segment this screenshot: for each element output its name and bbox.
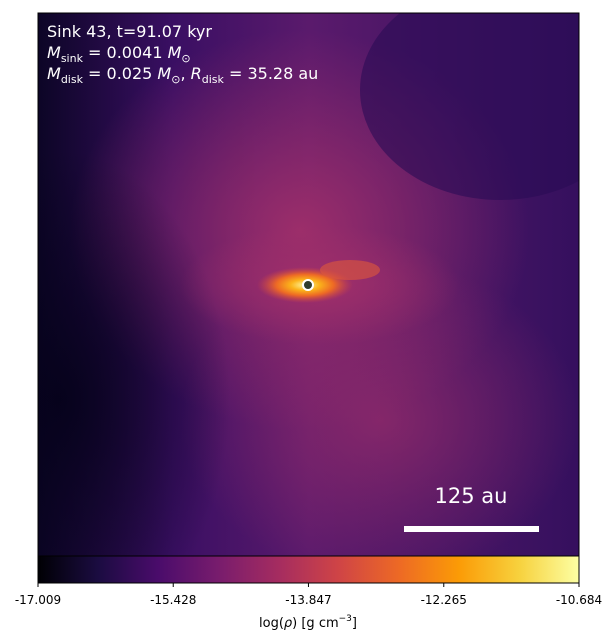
tick-label: -13.847 [285, 593, 331, 607]
tick-label: -10.684 [556, 593, 602, 607]
tick-label: -15.428 [150, 593, 196, 607]
colorbar-label: log(ρ) [g cm−3] [259, 614, 357, 631]
tick-label: -12.265 [421, 593, 467, 607]
annotation: Msink = 0.0041 M⊙ [47, 43, 191, 65]
annotation: Sink 43, t=91.07 kyr [47, 22, 212, 41]
tick-label: -17.009 [15, 593, 61, 607]
annotation: Mdisk = 0.025 M⊙, Rdisk = 35.28 au [47, 64, 318, 86]
scale-bar-label: 125 au [435, 484, 508, 508]
sink-marker [302, 279, 314, 291]
colorbar [37, 555, 580, 584]
